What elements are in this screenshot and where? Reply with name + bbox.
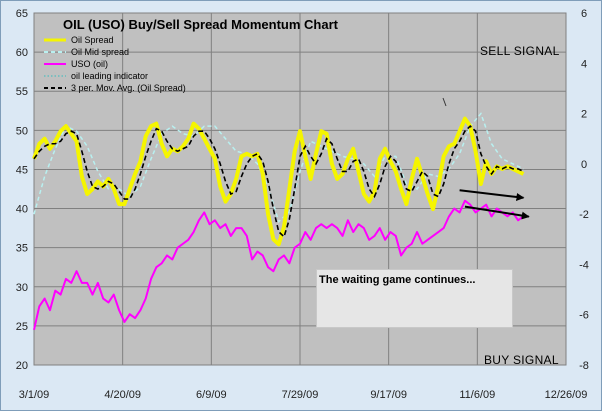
sell-signal-label: SELL SIGNAL bbox=[480, 44, 560, 58]
y-right-tick-label: -2 bbox=[579, 209, 589, 221]
legend-label: Oil Spread bbox=[71, 35, 114, 45]
x-tick-label: 6/9/09 bbox=[196, 389, 227, 401]
y-axis-right: -8 -6 -4 -2 0 2 4 6 bbox=[579, 8, 589, 372]
y-right-tick-label: 0 bbox=[581, 159, 587, 171]
legend-label: USO (oil) bbox=[71, 59, 108, 69]
y-right-tick-label: 4 bbox=[581, 58, 587, 70]
chart-title: OIL (USO) Buy/Sell Spread Momentum Chart bbox=[63, 17, 339, 32]
trend-arrow bbox=[459, 189, 525, 201]
y-left-tick-label: 40 bbox=[16, 204, 28, 216]
series-group bbox=[32, 112, 525, 331]
x-tick-label: 4/20/09 bbox=[104, 389, 141, 401]
series-line-moving-average bbox=[33, 125, 524, 239]
y-left-tick-label: 45 bbox=[16, 164, 28, 176]
x-tick-label: 12/26/09 bbox=[545, 389, 588, 401]
annotation-text: The waiting game continues... bbox=[319, 274, 476, 286]
y-left-tick-label: 60 bbox=[16, 47, 28, 59]
legend-label: oil leading indicator bbox=[71, 71, 148, 81]
trend-arrow bbox=[464, 205, 530, 220]
y-axis-left: 20 25 30 35 40 45 50 55 60 65 bbox=[16, 8, 28, 372]
x-tick-label: 7/29/09 bbox=[282, 389, 319, 401]
x-tick-label: 11/6/09 bbox=[459, 389, 495, 401]
y-right-tick-label: -8 bbox=[579, 360, 589, 372]
annotation-box bbox=[316, 269, 513, 328]
series-line-uso bbox=[33, 199, 525, 331]
y-right-tick-label: -6 bbox=[579, 310, 589, 322]
y-left-tick-label: 30 bbox=[16, 282, 28, 294]
y-left-tick-label: 65 bbox=[16, 8, 28, 20]
y-right-tick-label: 2 bbox=[581, 109, 587, 121]
y-left-tick-label: 20 bbox=[16, 360, 28, 372]
y-left-tick-label: 25 bbox=[16, 321, 28, 333]
legend-label: Oil Mid spread bbox=[71, 47, 129, 57]
tick-mark-annotation bbox=[442, 97, 447, 107]
series-line-oil-spread bbox=[32, 116, 525, 247]
y-left-tick-label: 35 bbox=[16, 243, 28, 255]
legend-label: 3 per. Mov. Avg. (Oil Spread) bbox=[71, 83, 186, 93]
buy-signal-label: BUY SIGNAL bbox=[484, 353, 559, 367]
y-left-tick-label: 50 bbox=[16, 125, 28, 137]
x-tick-label: 9/17/09 bbox=[370, 389, 407, 401]
trend-arrows bbox=[459, 189, 530, 220]
x-tick-label: 3/1/09 bbox=[19, 389, 50, 401]
legend: Oil Spread Oil Mid spread USO (oil) oil lea… bbox=[44, 35, 186, 93]
x-axis: 3/1/09 4/20/09 6/9/09 7/29/09 9/17/09 11/6/09… bbox=[19, 389, 588, 401]
y-right-tick-label: 6 bbox=[581, 8, 587, 20]
y-left-tick-label: 55 bbox=[16, 86, 28, 98]
y-right-tick-label: -4 bbox=[579, 259, 589, 271]
